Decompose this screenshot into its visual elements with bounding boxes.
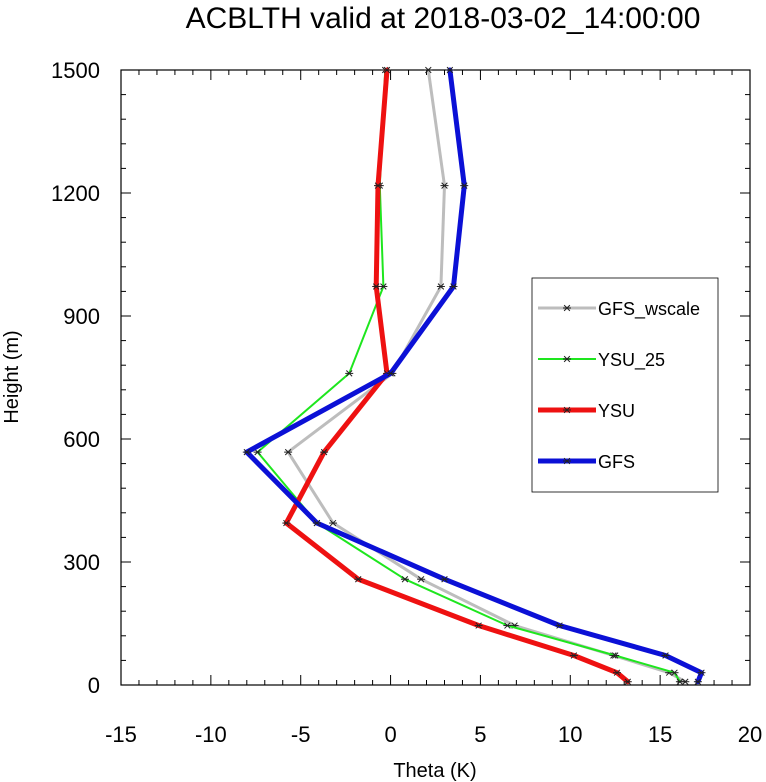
data-point [354,575,363,583]
data-point [386,370,395,377]
data-point [373,182,382,189]
x-tick-label: 20 [738,722,762,747]
x-tick-label: -5 [291,722,311,747]
data-point [440,575,449,583]
data-point [613,669,622,676]
axis-ticks: -15 -10 -5 0 5 10 15 20 0 300 600 900 1200 1500 [51,58,762,747]
data-point [253,448,262,456]
x-tick-label: 10 [558,722,582,747]
data-point [320,448,329,456]
y-tick-label: 300 [63,550,100,575]
legend-marker [563,457,571,465]
legend: GFS_wscale YSU_25 YSU GFS [531,277,719,493]
legend-item-ysu-25: YSU_25 [538,350,665,371]
y-tick-label: 1200 [51,181,100,206]
series-gfs [242,66,706,685]
data-point [424,66,433,74]
y-tick-label: 1500 [51,58,100,83]
data-point [284,448,293,456]
data-point [693,678,702,685]
data-point [623,678,632,685]
data-point [417,575,426,583]
data-point [382,66,391,74]
y-tick-label: 0 [88,673,100,698]
data-point [675,678,684,685]
x-tick-label: 0 [384,722,396,747]
data-point [670,669,679,676]
data-point [503,622,512,629]
chart-title: ACBLTH valid at 2018-03-02_14:00:00 [186,2,701,35]
y-axis-label: Height (m) [1,330,23,423]
legend-item-gfs: GFS [538,452,635,472]
x-tick-label: 15 [648,722,672,747]
data-point [449,283,458,290]
data-point [474,622,483,629]
x-tick-label: -10 [195,722,227,747]
legend-marker [563,355,571,363]
legend-marker [563,304,571,312]
data-point [460,182,469,189]
data-point [440,182,449,189]
x-tick-label: -15 [105,722,137,747]
data-point [345,370,354,377]
data-point [555,622,564,629]
data-point [400,575,409,583]
legend-marker [563,406,571,414]
data-point [661,652,670,659]
data-point [445,66,454,74]
x-axis-label: Theta (K) [393,760,476,782]
y-tick-label: 900 [63,304,100,329]
data-point [379,283,388,290]
legend-label: GFS_wscale [598,299,700,320]
legend-label: YSU_25 [598,350,665,371]
data-point [697,669,706,676]
data-point [242,448,251,456]
series-layer [242,66,706,685]
data-point [282,519,291,527]
legend-label: YSU [598,401,635,421]
data-point [372,283,381,290]
legend-box [531,277,719,493]
plot-frame [120,69,751,686]
data-point [329,519,338,527]
x-tick-label: 5 [474,722,486,747]
y-tick-label: 600 [63,427,100,452]
data-point [569,652,578,659]
data-point [312,519,321,527]
legend-item-gfs-wscale: GFS_wscale [538,299,700,320]
legend-label: GFS [598,452,635,472]
data-point [436,283,445,290]
data-point [611,652,620,659]
legend-item-ysu: YSU [538,401,635,421]
